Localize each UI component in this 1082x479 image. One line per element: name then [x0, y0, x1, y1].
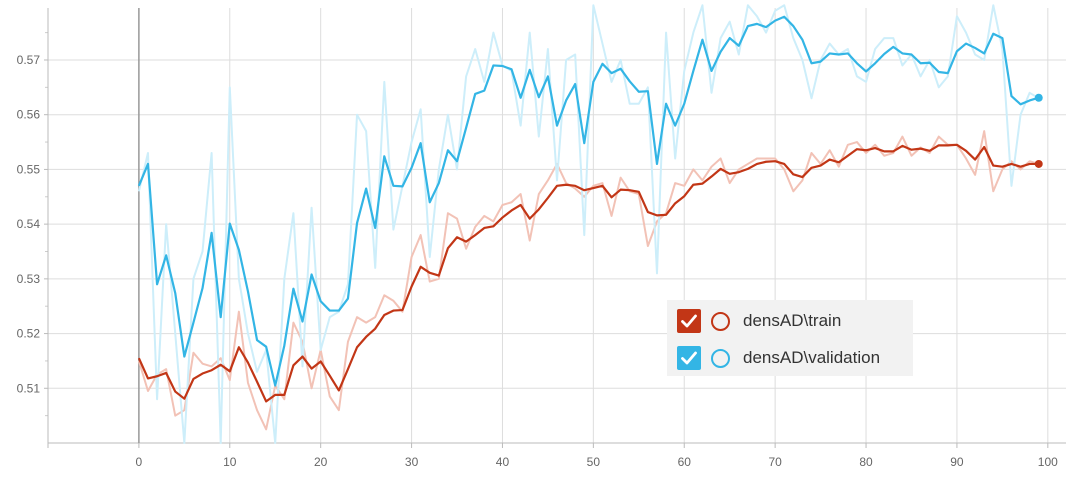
axes — [44, 8, 1066, 448]
legend-label: densAD\validation — [743, 348, 880, 368]
checkmark-icon — [681, 314, 697, 328]
y-tick-label: 0.56 — [17, 108, 41, 122]
x-tick-label: 70 — [768, 455, 782, 469]
y-tick-label: 0.51 — [17, 381, 41, 395]
legend: densAD\train densAD\validation — [667, 300, 913, 376]
series-circle-icon — [711, 349, 730, 368]
series-raw-line-train — [139, 131, 1039, 429]
x-tick-label: 40 — [496, 455, 510, 469]
series-end-point-validation — [1035, 94, 1043, 102]
legend-item-validation[interactable]: densAD\validation — [677, 345, 880, 371]
x-tick-label: 30 — [405, 455, 419, 469]
x-tick-label: 10 — [223, 455, 237, 469]
y-tick-label: 0.57 — [17, 53, 41, 67]
x-tick-label: 20 — [314, 455, 328, 469]
x-tick-label: 0 — [136, 455, 143, 469]
y-tick-label: 0.53 — [17, 272, 41, 286]
end-markers — [1035, 94, 1043, 168]
y-tick-label: 0.54 — [17, 217, 41, 231]
checkbox-checked-icon[interactable] — [677, 346, 701, 370]
legend-item-train[interactable]: densAD\train — [677, 308, 841, 334]
series-circle-icon — [711, 312, 730, 331]
y-tick-label: 0.55 — [17, 162, 41, 176]
x-tick-label: 80 — [859, 455, 873, 469]
y-tick-label: 0.52 — [17, 327, 41, 341]
checkbox-checked-icon[interactable] — [677, 309, 701, 333]
checkmark-icon — [681, 351, 697, 365]
grid — [48, 8, 1066, 443]
x-tick-label: 50 — [587, 455, 601, 469]
legend-label: densAD\train — [743, 311, 841, 331]
x-tick-label: 100 — [1038, 455, 1058, 469]
series-end-point-train — [1035, 160, 1043, 168]
x-tick-label: 90 — [950, 455, 964, 469]
x-tick-label: 60 — [678, 455, 692, 469]
